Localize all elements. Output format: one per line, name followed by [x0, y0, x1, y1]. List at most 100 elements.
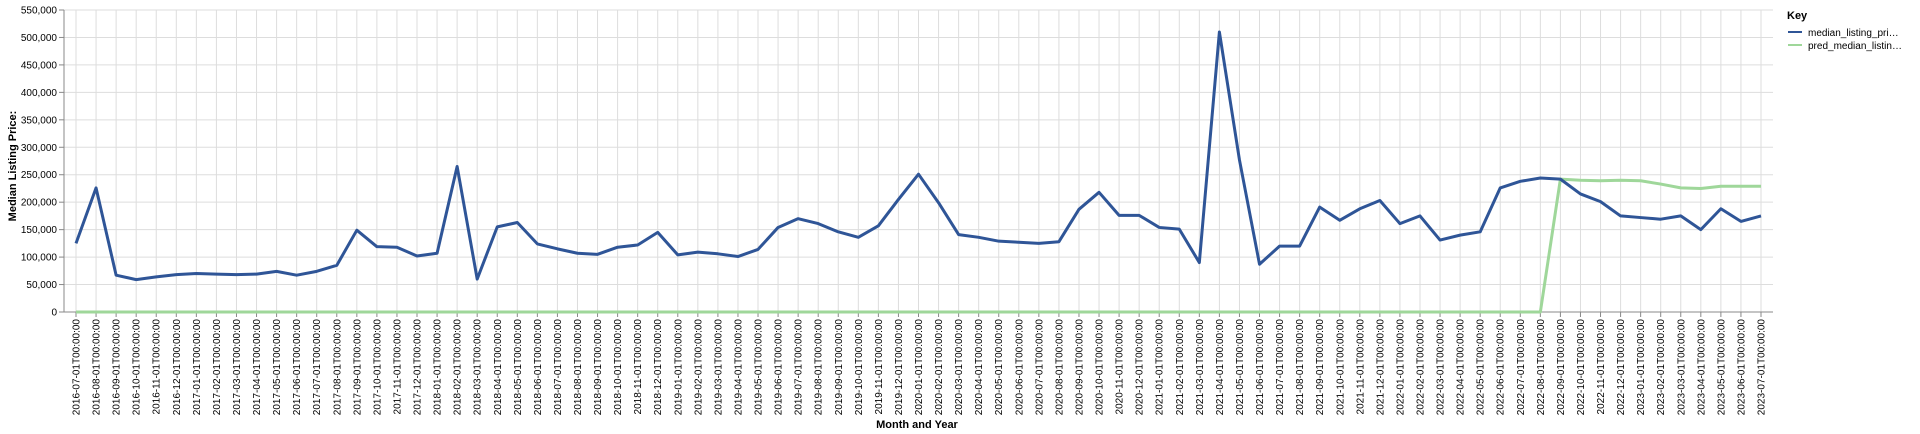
- x-tick-label: 2019-09-01T00:00:00: [834, 319, 845, 416]
- legend-label-median: median_listing_pri…: [1808, 28, 1899, 39]
- y-tick-label: 50,000: [26, 280, 57, 291]
- x-tick-label: 2016-12-01T00:00:00: [172, 319, 183, 416]
- x-tick-label: 2020-11-01T00:00:00: [1115, 319, 1126, 415]
- x-tick-label: 2021-04-01T00:00:00: [1215, 319, 1226, 416]
- x-tick-label: 2017-05-01T00:00:00: [272, 319, 283, 416]
- x-axis-title: Month and Year: [876, 419, 958, 431]
- x-tick-label: 2020-08-01T00:00:00: [1054, 319, 1065, 416]
- x-tick-label: 2018-09-01T00:00:00: [593, 319, 604, 416]
- y-tick-label: 500,000: [21, 33, 58, 44]
- x-tick-label: 2017-04-01T00:00:00: [252, 319, 263, 416]
- x-tick-label: 2021-07-01T00:00:00: [1275, 319, 1286, 416]
- y-tick-label: 400,000: [21, 88, 58, 99]
- x-tick-label: 2017-09-01T00:00:00: [352, 319, 363, 416]
- y-tick-label: 200,000: [21, 198, 58, 209]
- x-tick-label: 2021-12-01T00:00:00: [1375, 319, 1386, 416]
- grid-lines: [64, 9, 1773, 313]
- legend-label-pred: pred_median_listin…: [1808, 41, 1902, 52]
- x-tick-label: 2020-09-01T00:00:00: [1074, 319, 1085, 416]
- y-tick-label: 450,000: [21, 60, 58, 71]
- x-tick-label: 2019-07-01T00:00:00: [794, 319, 805, 416]
- x-tick-label: 2019-04-01T00:00:00: [733, 319, 744, 416]
- x-tick-label: 2021-09-01T00:00:00: [1315, 319, 1326, 416]
- series-lines: [74, 30, 1762, 314]
- x-tick-label: 2023-03-01T00:00:00: [1676, 319, 1687, 416]
- y-tick-label: 100,000: [21, 253, 58, 264]
- x-tick-label: 2021-02-01T00:00:00: [1175, 319, 1186, 416]
- x-tick-label: 2021-06-01T00:00:00: [1255, 319, 1266, 416]
- series-line-pred: [76, 177, 1761, 314]
- x-tick-label: 2016-09-01T00:00:00: [112, 319, 123, 416]
- series-line-median: [74, 30, 1762, 282]
- x-tick-label: 2017-10-01T00:00:00: [372, 319, 383, 416]
- x-tick-label: 2022-11-01T00:00:00: [1596, 319, 1607, 415]
- x-tick-label: 2020-02-01T00:00:00: [934, 319, 945, 416]
- y-tick-label: 350,000: [21, 115, 58, 126]
- x-tick-label: 2021-11-01T00:00:00: [1355, 319, 1366, 415]
- x-tick-label: 2022-08-01T00:00:00: [1536, 319, 1547, 416]
- x-tick-label: 2020-06-01T00:00:00: [1014, 319, 1025, 416]
- x-tick-label: 2018-05-01T00:00:00: [513, 319, 524, 416]
- x-tick-label: 2016-07-01T00:00:00: [72, 319, 83, 416]
- x-tick-label: 2022-12-01T00:00:00: [1616, 319, 1627, 416]
- x-tick-label: 2020-12-01T00:00:00: [1135, 319, 1146, 416]
- x-tick-label: 2019-11-01T00:00:00: [874, 319, 885, 415]
- y-tick-label: 300,000: [21, 143, 58, 154]
- y-tick-label: 0: [51, 308, 57, 319]
- x-tick-label: 2018-10-01T00:00:00: [613, 319, 624, 416]
- x-tick-label: 2023-01-01T00:00:00: [1636, 319, 1647, 416]
- x-tick-label: 2020-10-01T00:00:00: [1095, 319, 1106, 416]
- x-tick-label: 2019-10-01T00:00:00: [854, 319, 865, 416]
- x-tick-label: 2017-01-01T00:00:00: [192, 319, 203, 416]
- x-tick-label: 2019-08-01T00:00:00: [814, 319, 825, 416]
- x-tick-label: 2022-07-01T00:00:00: [1516, 319, 1527, 416]
- x-tick-label: 2021-01-01T00:00:00: [1155, 319, 1166, 416]
- x-tick-label: 2023-04-01T00:00:00: [1696, 319, 1707, 416]
- x-tick-label: 2019-01-01T00:00:00: [673, 319, 684, 416]
- x-tick-label: 2018-02-01T00:00:00: [453, 319, 464, 416]
- x-tick-label: 2019-02-01T00:00:00: [693, 319, 704, 416]
- x-tick-label: 2020-04-01T00:00:00: [974, 319, 985, 416]
- x-tick-label: 2017-12-01T00:00:00: [413, 319, 424, 416]
- x-tick-label: 2016-10-01T00:00:00: [132, 319, 143, 416]
- x-tick-label: 2018-03-01T00:00:00: [473, 319, 484, 416]
- x-tick-label: 2019-06-01T00:00:00: [774, 319, 785, 416]
- x-tick-label: 2018-04-01T00:00:00: [493, 319, 504, 416]
- x-tick-label: 2022-10-01T00:00:00: [1576, 319, 1587, 416]
- y-tick-label: 250,000: [21, 170, 58, 181]
- x-tick-label: 2017-06-01T00:00:00: [292, 319, 303, 416]
- x-tick-label: 2022-01-01T00:00:00: [1395, 319, 1406, 416]
- x-tick-label: 2019-03-01T00:00:00: [713, 319, 724, 416]
- x-tick-label: 2022-09-01T00:00:00: [1556, 319, 1567, 416]
- legend-title: Key: [1787, 10, 1808, 22]
- x-tick-label: 2019-12-01T00:00:00: [894, 319, 905, 416]
- y-tick-label: 550,000: [21, 6, 58, 17]
- x-tick-label: 2023-02-01T00:00:00: [1656, 319, 1667, 416]
- x-tick-label: 2018-06-01T00:00:00: [533, 319, 544, 416]
- x-tick-label: 2017-03-01T00:00:00: [232, 319, 243, 416]
- x-tick-label: 2023-05-01T00:00:00: [1716, 319, 1727, 416]
- x-axis-ticks: 2016-07-01T00:00:00 2016-08-01T00:00:00 20…: [72, 312, 1768, 415]
- x-tick-label: 2022-06-01T00:00:00: [1496, 319, 1507, 416]
- x-tick-label: 2018-01-01T00:00:00: [433, 319, 444, 416]
- x-tick-label: 2018-07-01T00:00:00: [553, 319, 564, 416]
- x-tick-label: 2021-03-01T00:00:00: [1195, 319, 1206, 416]
- x-tick-label: 2016-08-01T00:00:00: [92, 319, 103, 416]
- y-axis-title: Median Listing Price:: [7, 111, 19, 222]
- x-tick-label: 2023-07-01T00:00:00: [1757, 319, 1768, 416]
- x-tick-label: 2018-08-01T00:00:00: [573, 319, 584, 416]
- x-tick-label: 2016-11-01T00:00:00: [152, 319, 163, 415]
- x-tick-label: 2022-03-01T00:00:00: [1436, 319, 1447, 416]
- x-tick-label: 2021-10-01T00:00:00: [1335, 319, 1346, 416]
- x-tick-label: 2023-06-01T00:00:00: [1736, 319, 1747, 416]
- x-tick-label: 2018-12-01T00:00:00: [653, 319, 664, 416]
- x-tick-label: 2022-05-01T00:00:00: [1476, 319, 1487, 416]
- x-tick-label: 2021-05-01T00:00:00: [1235, 319, 1246, 416]
- x-tick-label: 2020-01-01T00:00:00: [914, 319, 925, 416]
- x-tick-label: 2020-07-01T00:00:00: [1034, 319, 1045, 416]
- x-tick-label: 2022-02-01T00:00:00: [1415, 319, 1426, 416]
- x-tick-label: 2017-11-01T00:00:00: [392, 319, 403, 415]
- x-tick-label: 2020-03-01T00:00:00: [954, 319, 965, 416]
- x-tick-label: 2020-05-01T00:00:00: [994, 319, 1005, 416]
- x-tick-label: 2017-02-01T00:00:00: [212, 319, 223, 416]
